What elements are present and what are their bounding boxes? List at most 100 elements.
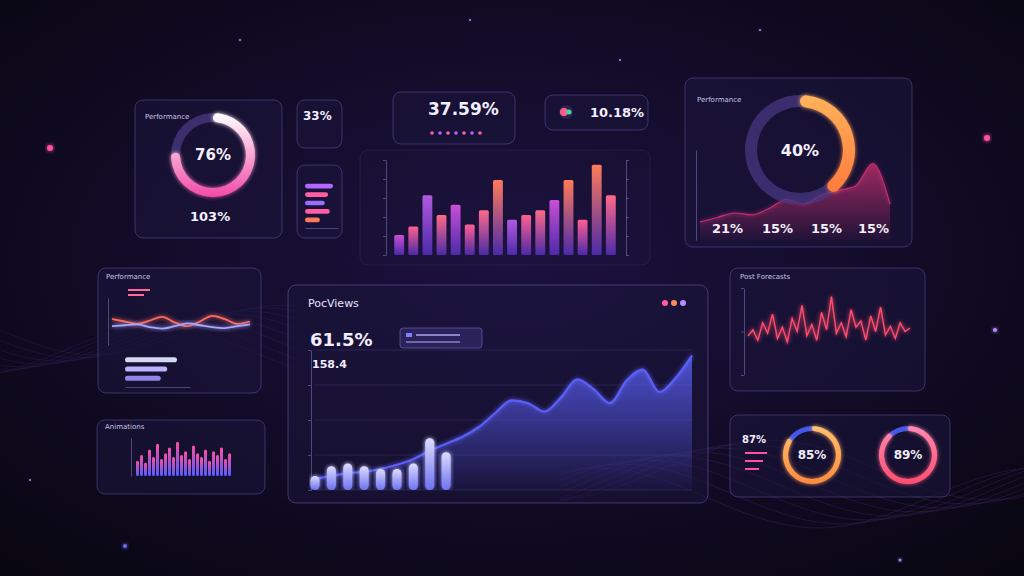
gauge-arc: [879, 426, 937, 484]
tick: [626, 198, 629, 199]
dot: [478, 131, 482, 135]
line: [112, 323, 250, 328]
axis: [696, 151, 697, 241]
bar: [148, 449, 151, 476]
star: [759, 29, 761, 31]
title: Performance: [106, 273, 150, 281]
tick: [626, 179, 629, 180]
bar: [442, 452, 451, 490]
tick: [626, 255, 629, 256]
tick: [626, 160, 629, 161]
bar: [343, 463, 352, 490]
decor-line: [128, 294, 144, 296]
gauge-label: 40%: [781, 141, 819, 160]
icon: [559, 105, 573, 119]
decor-line: [128, 289, 150, 291]
bar: [212, 451, 215, 476]
tick: [741, 288, 744, 289]
bar: [376, 469, 385, 490]
bar: [180, 455, 183, 476]
bar: [409, 463, 418, 490]
tick-mark: [383, 236, 386, 237]
bar: [592, 165, 602, 255]
bar: [168, 448, 171, 477]
panel: [545, 95, 648, 130]
bar: [156, 444, 159, 476]
tick-mark: [626, 236, 629, 237]
bar: [305, 201, 325, 206]
star: [619, 59, 621, 61]
annotation: 61.5%: [310, 329, 372, 350]
tick-mark: [383, 160, 386, 161]
info-line: [416, 334, 460, 336]
title: Animations: [105, 423, 145, 431]
axis-line: [626, 161, 627, 256]
tick: [308, 490, 311, 491]
plot-area: [311, 356, 693, 490]
line: [748, 297, 910, 342]
page: 76%Performance103%33%37.59%10.18%40%Perf…: [0, 0, 1024, 576]
tick-mark: [383, 198, 386, 199]
plot-area: [125, 357, 177, 381]
tick-mark: [383, 217, 386, 218]
bar: [144, 463, 147, 476]
tick: [308, 420, 311, 421]
bar: [327, 466, 336, 490]
gauge-label: 76%: [195, 146, 231, 164]
info-line: [406, 333, 412, 337]
info-line: [406, 341, 460, 343]
gauge-track: [745, 95, 855, 205]
panel: [393, 92, 515, 144]
bar: [394, 235, 404, 255]
dot: [671, 300, 677, 306]
star: [47, 145, 53, 151]
axis-line: [696, 151, 697, 241]
tick-mark: [308, 455, 311, 456]
tick-mark: [308, 420, 311, 421]
annotation: 21%: [712, 221, 743, 236]
axis-line: [108, 299, 109, 346]
annotation: 10.18%: [590, 105, 644, 120]
area: [315, 356, 692, 490]
tick-mark: [383, 179, 386, 180]
dot: [662, 300, 668, 306]
bar: [578, 220, 588, 255]
gauge: [745, 95, 855, 205]
panel: [297, 100, 342, 148]
title: PocViews: [308, 297, 359, 310]
annotation: 103%: [190, 209, 230, 224]
bar: [220, 448, 223, 477]
bar: [224, 459, 227, 476]
bar: [479, 210, 489, 255]
annotation: 15%: [858, 221, 889, 236]
star: [29, 479, 31, 481]
bar: [408, 227, 418, 256]
annotation: 87%: [742, 434, 766, 445]
bar: [311, 476, 320, 490]
tick-mark: [741, 332, 744, 333]
axis-line: [386, 161, 387, 256]
title: Performance: [145, 113, 189, 121]
bar: [392, 469, 401, 490]
dot: [438, 131, 442, 135]
plot-area: [112, 316, 250, 329]
bar: [437, 215, 447, 255]
bar: [125, 376, 161, 381]
bar: [136, 461, 139, 476]
axis: [308, 351, 312, 491]
bar: [228, 453, 231, 476]
bar: [507, 220, 517, 255]
bar: [425, 438, 434, 490]
axis-line: [744, 289, 745, 376]
plot-area: [748, 297, 910, 342]
bar: [360, 466, 369, 490]
bar: [192, 446, 195, 476]
bar: [606, 195, 616, 255]
gauge-label: 85%: [798, 448, 827, 462]
bar: [140, 455, 143, 476]
tick: [308, 385, 311, 386]
background: [0, 0, 1024, 576]
axis-line: [306, 228, 339, 229]
tick: [383, 179, 386, 180]
gauge-track: [171, 113, 255, 197]
